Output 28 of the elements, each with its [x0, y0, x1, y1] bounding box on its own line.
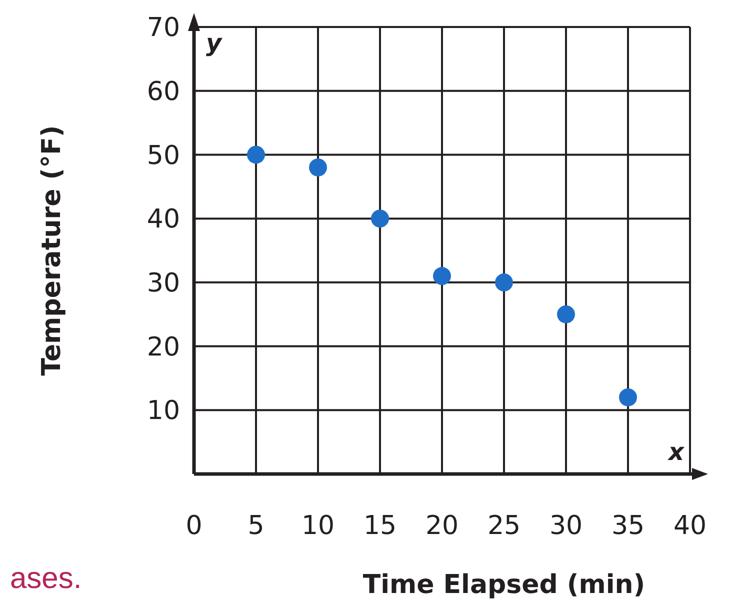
x-tick-label: 25 — [487, 511, 521, 541]
x-tick-label: 30 — [549, 511, 583, 541]
point — [433, 267, 451, 286]
point — [495, 273, 513, 292]
x-tick-label: 35 — [611, 511, 645, 541]
x-tick-label: 40 — [673, 511, 707, 541]
y-tick-label: 70 — [146, 13, 180, 44]
point — [619, 388, 637, 406]
x-axis-title: Time Elapsed (min) — [362, 570, 646, 600]
y-tick-label: 50 — [146, 140, 180, 171]
point — [557, 305, 575, 324]
y-tick-label: 40 — [146, 204, 180, 235]
y-tick-label: 30 — [146, 268, 180, 299]
point — [309, 158, 327, 176]
y-tick-label: 60 — [146, 76, 180, 107]
annotation: y — [206, 29, 223, 57]
annotation: x — [668, 438, 686, 466]
x-tick-label: 10 — [301, 511, 335, 541]
y-tick-label: 10 — [146, 396, 180, 426]
text: ases. — [10, 562, 82, 595]
point — [371, 210, 389, 228]
x-tick-label: 0 — [186, 511, 202, 541]
x-tick-label: 20 — [425, 511, 459, 541]
x-tick-label: 5 — [248, 511, 264, 541]
x-tick-label: 15 — [363, 511, 397, 541]
point — [247, 146, 265, 164]
y-tick-label: 20 — [146, 332, 180, 362]
y-axis-title: Temperature (°F) — [37, 125, 67, 376]
